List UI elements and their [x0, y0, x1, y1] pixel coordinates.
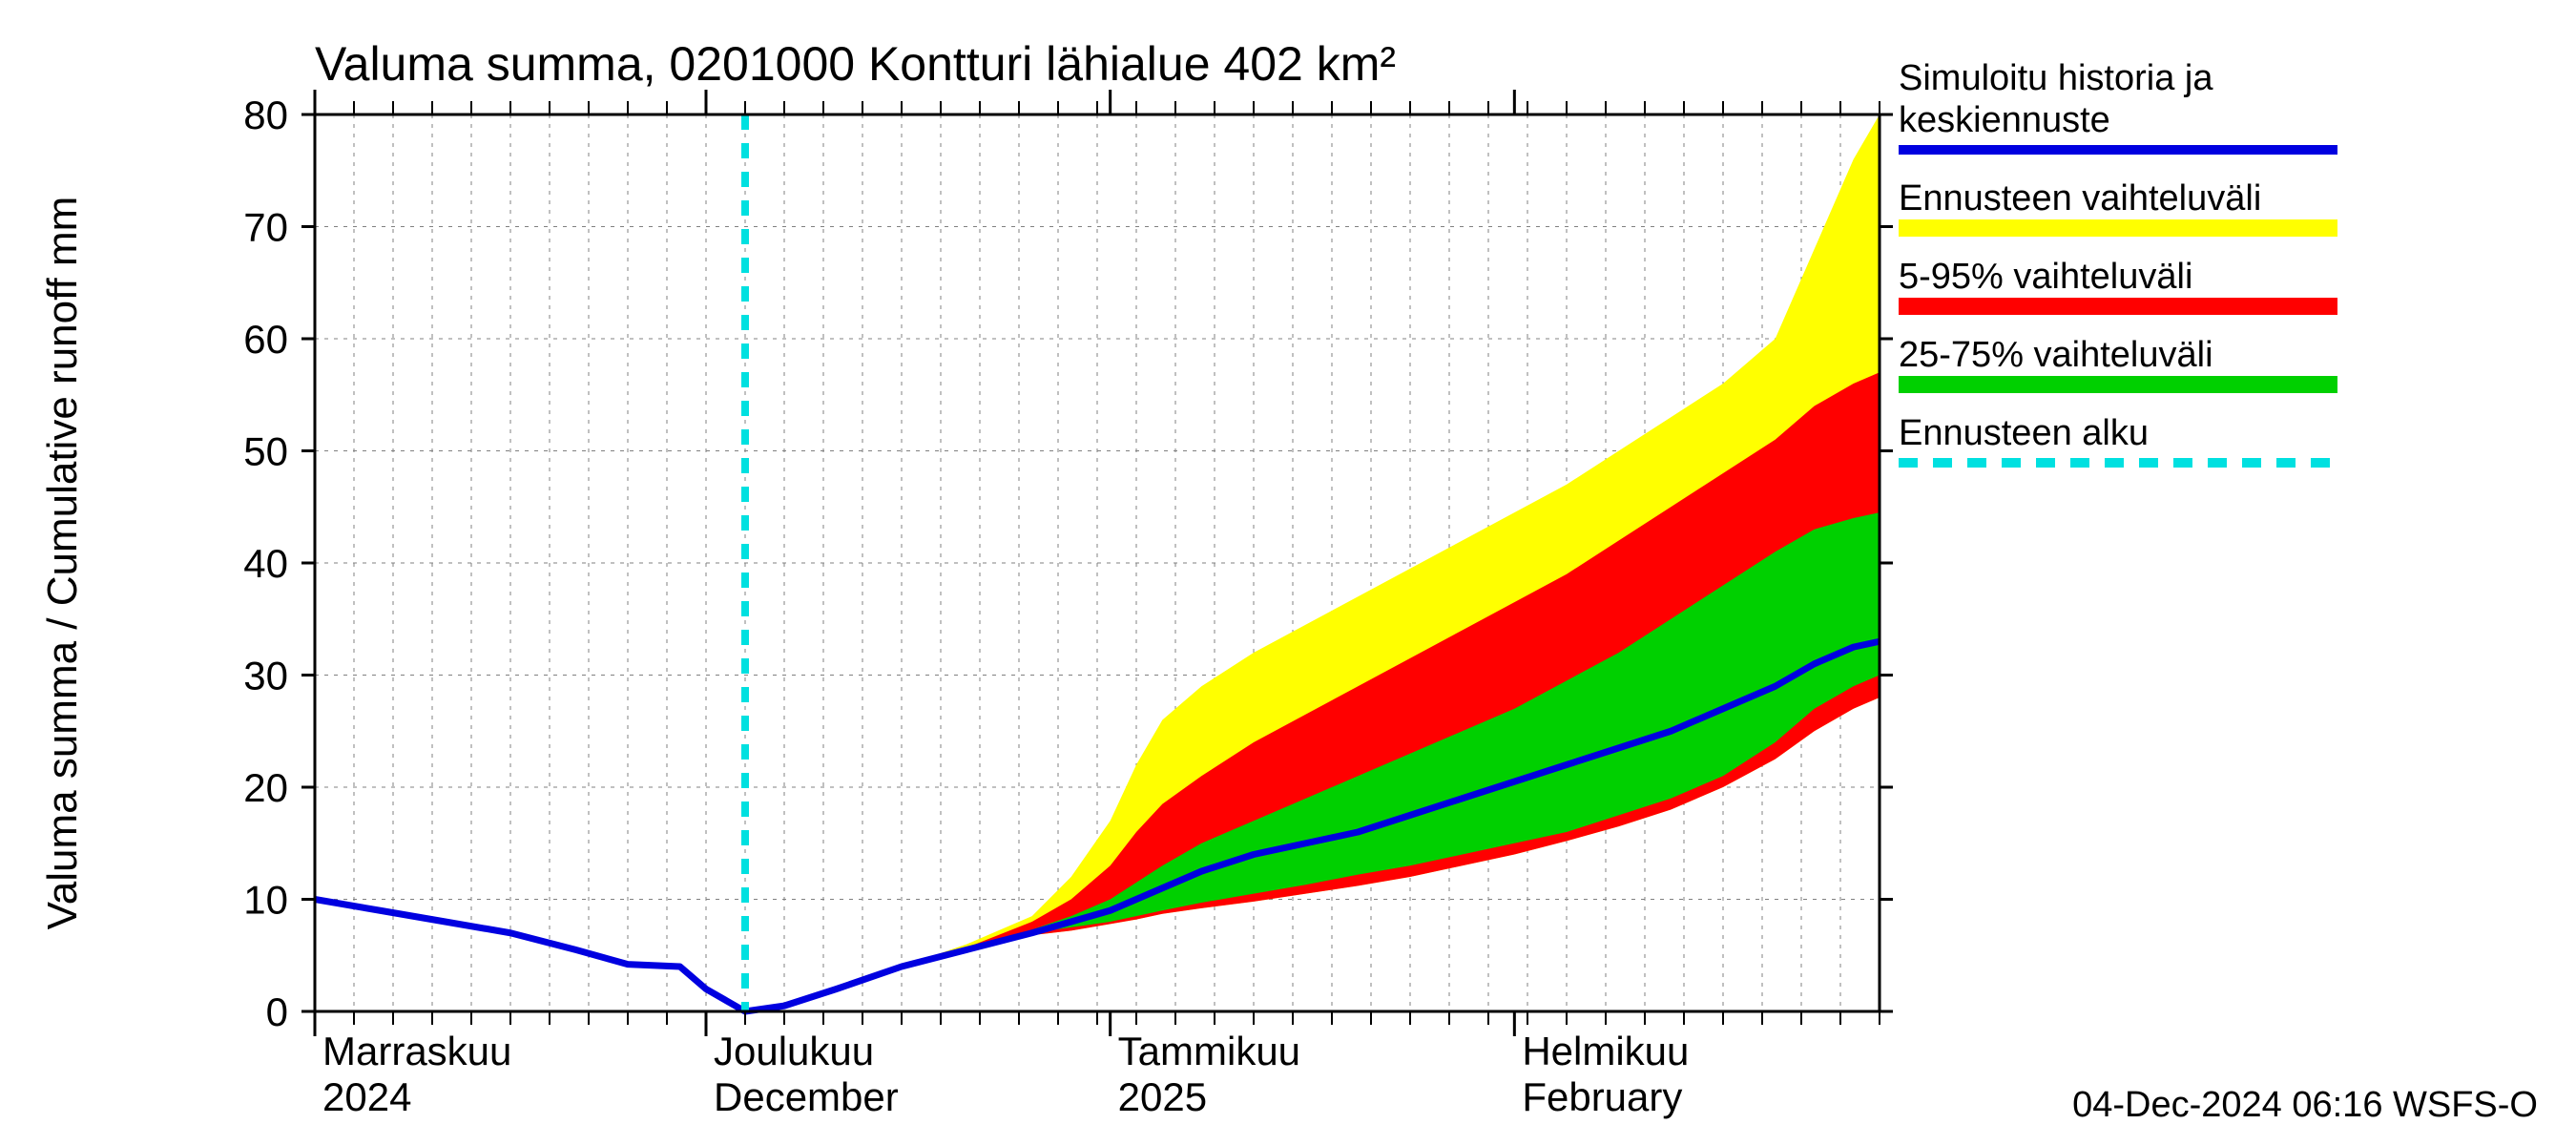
y-tick-label: 10 [243, 878, 288, 923]
legend-label: Ennusteen alku [1899, 413, 2149, 453]
legend-label: Simuloitu historia ja [1899, 58, 2213, 98]
x-month-label-top: Helmikuu [1522, 1029, 1689, 1073]
chart-container: 0 10 20 30 40 50 60 70 80 Marraskuu2024 JoulukuuDe… [0, 0, 2576, 1145]
x-month-label-bottom: 2024 [322, 1074, 411, 1119]
y-tick-label: 60 [243, 317, 288, 362]
legend-label: keskiennuste [1899, 100, 2110, 140]
y-tick-label: 70 [243, 205, 288, 250]
y-tick-label: 0 [266, 989, 288, 1034]
x-month-label-top: Marraskuu [322, 1029, 511, 1073]
legend-label: 5-95% vaihteluväli [1899, 257, 2192, 297]
legend-swatch [1899, 298, 2337, 315]
legend-swatch [1899, 376, 2337, 393]
x-month-label-bottom: February [1522, 1074, 1682, 1119]
legend-label: 25-75% vaihteluväli [1899, 335, 2213, 375]
footer-timestamp: 04-Dec-2024 06:16 WSFS-O [2072, 1085, 2538, 1125]
chart-title: Valuma summa, 0201000 Kontturi lähialue … [315, 37, 1396, 91]
runoff-forecast-chart: 0 10 20 30 40 50 60 70 80 Marraskuu2024 JoulukuuDe… [0, 0, 2576, 1145]
legend-swatch [1899, 219, 2337, 237]
y-tick-label: 30 [243, 654, 288, 698]
legend-label: Ennusteen vaihteluväli [1899, 178, 2261, 219]
x-month-label-top: Joulukuu [714, 1029, 874, 1073]
y-tick-label: 50 [243, 429, 288, 474]
y-tick-label: 80 [243, 93, 288, 137]
y-tick-label: 40 [243, 541, 288, 586]
y-tick-label: 20 [243, 765, 288, 810]
x-month-label-bottom: December [714, 1074, 899, 1119]
y-axis-label: Valuma summa / Cumulative runoff mm [39, 197, 86, 930]
x-month-label-top: Tammikuu [1118, 1029, 1300, 1073]
x-month-label-bottom: 2025 [1118, 1074, 1207, 1119]
